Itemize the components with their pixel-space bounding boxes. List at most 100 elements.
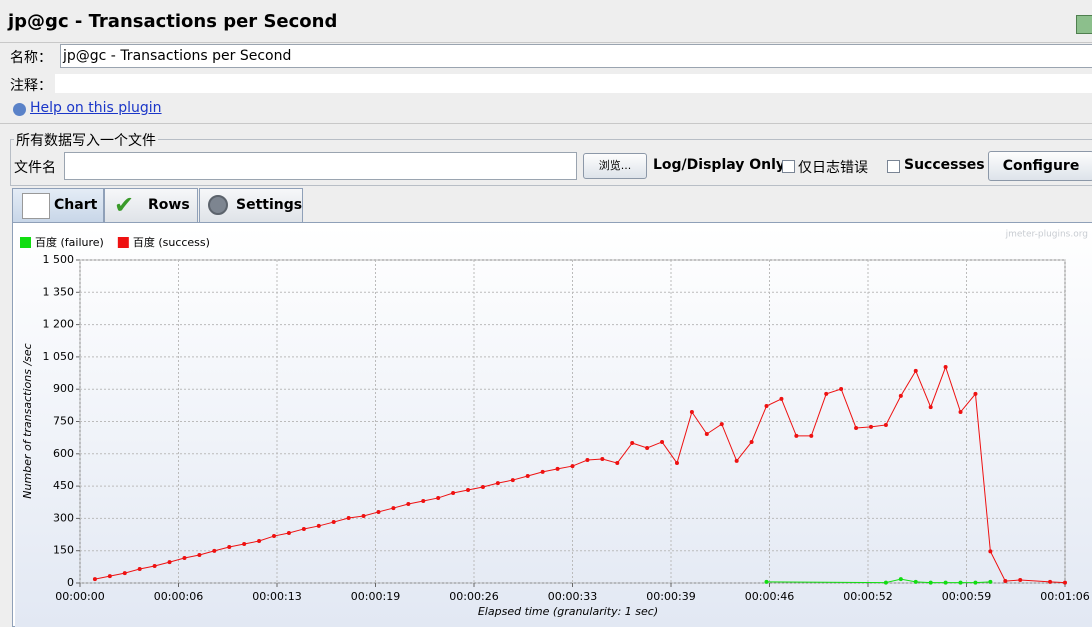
file-input[interactable] (64, 152, 577, 180)
comment-input[interactable] (55, 74, 1092, 93)
data-point (495, 481, 500, 486)
x-tick-label: 00:01:06 (1040, 590, 1089, 603)
x-tick-label: 00:00:59 (942, 590, 991, 603)
data-point (854, 425, 859, 430)
data-point (122, 571, 127, 576)
tab-icon: ✔ (114, 191, 135, 219)
data-point (973, 580, 978, 585)
data-point (316, 523, 321, 528)
legend-label: 百度 (success) (133, 235, 210, 249)
data-point (555, 466, 560, 471)
data-point (898, 393, 903, 398)
data-point (346, 515, 351, 520)
chart-background (15, 226, 1092, 627)
tab-icon (208, 195, 228, 215)
watermark: jmeter-plugins.org (1005, 230, 1088, 240)
data-point (749, 439, 754, 444)
data-point (272, 534, 277, 539)
successes-checkbox[interactable] (887, 160, 900, 173)
data-point (719, 422, 724, 427)
data-point (660, 439, 665, 444)
file-panel (10, 139, 1092, 186)
data-point (107, 574, 112, 579)
data-point (958, 580, 963, 585)
file-label: 文件名 (14, 160, 56, 176)
data-point (451, 490, 456, 495)
configure-button[interactable]: Configure (988, 151, 1092, 181)
data-point (137, 567, 142, 572)
data-point (898, 577, 903, 582)
maximize-icon[interactable] (1076, 15, 1092, 34)
data-point (510, 478, 515, 483)
data-point (421, 498, 426, 503)
data-point (436, 495, 441, 500)
data-point (570, 464, 575, 469)
name-label: 名称： (10, 50, 52, 66)
y-tick-label: 1 050 (43, 350, 75, 363)
y-tick-label: 0 (67, 576, 74, 589)
x-tick-label: 00:00:26 (449, 590, 498, 603)
x-tick-label: 00:00:39 (646, 590, 695, 603)
errors-checkbox[interactable] (782, 160, 795, 173)
name-input[interactable]: jp@gc - Transactions per Second (60, 44, 1092, 68)
data-point (913, 368, 918, 373)
x-tick-label: 00:00:00 (55, 590, 104, 603)
x-tick-label: 00:00:46 (745, 590, 794, 603)
data-point (212, 548, 217, 553)
data-point (1048, 579, 1053, 584)
tab[interactable]: Chart (12, 188, 104, 222)
data-point (540, 469, 545, 474)
data-point (883, 422, 888, 427)
tab[interactable]: Settings (199, 188, 303, 222)
help-link[interactable]: Help on this plugin (30, 100, 162, 116)
data-point (525, 473, 530, 478)
y-tick-label: 450 (53, 479, 74, 492)
x-tick-label: 00:00:19 (351, 590, 400, 603)
data-point (197, 553, 202, 558)
legend-label: 百度 (failure) (35, 235, 104, 249)
data-point (286, 531, 291, 536)
file-panel-legend: 所有数据写入一个文件 (14, 130, 158, 150)
y-tick-label: 750 (53, 415, 74, 428)
data-point (301, 526, 306, 531)
chart: jmeter-plugins.org Elapsed time (granula… (12, 222, 1092, 627)
x-tick-label: 00:00:13 (252, 590, 301, 603)
tab-label: Rows (148, 197, 190, 213)
comment-label: 注释： (10, 78, 52, 94)
legend-swatch (117, 237, 129, 248)
x-tick-label: 00:00:33 (548, 590, 597, 603)
log-label: Log/Display Only: (653, 157, 791, 173)
data-point (958, 410, 963, 415)
data-point (615, 461, 620, 466)
data-point (92, 577, 97, 582)
data-point (928, 405, 933, 410)
data-point (988, 579, 993, 584)
browse-button[interactable]: 浏览... (583, 153, 647, 179)
tab-label: Settings (236, 197, 303, 213)
x-tick-label: 00:00:52 (843, 590, 892, 603)
data-point (943, 580, 948, 585)
data-point (928, 580, 933, 585)
data-point (868, 424, 873, 429)
errors-label: 仅日志错误 (798, 160, 868, 176)
data-point (943, 365, 948, 370)
data-point (182, 556, 187, 561)
data-point (480, 484, 485, 489)
data-point (1063, 580, 1067, 585)
data-point (257, 539, 262, 544)
data-point (331, 520, 336, 525)
separator (0, 123, 1092, 124)
data-point (809, 433, 814, 438)
data-point (824, 391, 829, 396)
data-point (973, 391, 978, 396)
data-point (988, 549, 993, 554)
data-point (466, 487, 471, 492)
tab[interactable]: ✔ Rows (104, 188, 198, 222)
data-point (406, 501, 411, 506)
data-point (764, 403, 769, 408)
data-point (913, 579, 918, 584)
data-point (1003, 579, 1008, 584)
y-tick-label: 600 (53, 447, 74, 460)
separator (0, 42, 1092, 43)
data-point (704, 431, 709, 436)
